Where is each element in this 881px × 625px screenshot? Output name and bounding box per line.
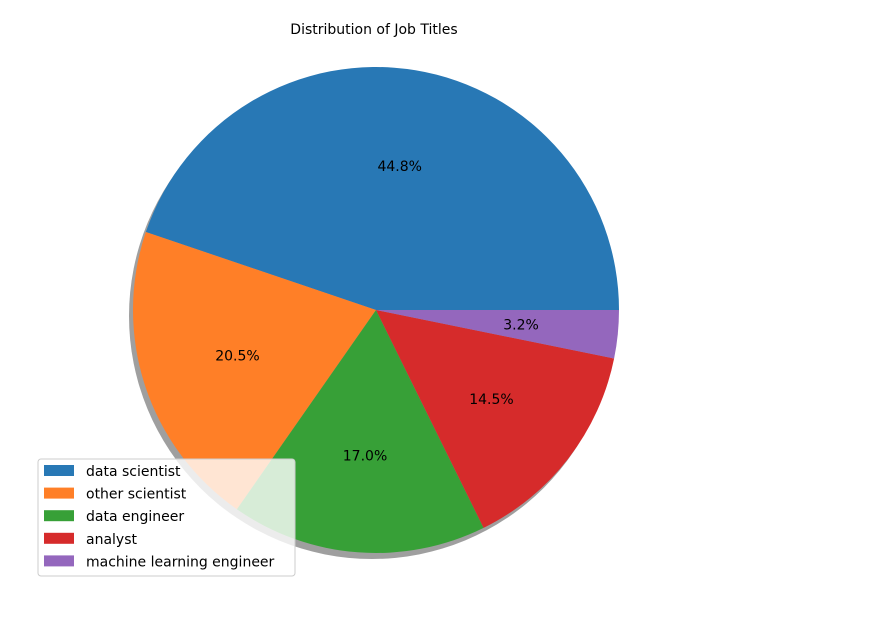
slice-label-analyst: 14.5% — [469, 392, 513, 408]
legend-items: data scientist other scientist data engine… — [44, 464, 275, 570]
slice-label-data-scientist: 44.8% — [377, 159, 421, 175]
slice-label-data-engineer: 17.0% — [343, 448, 387, 464]
legend-label-data-engineer: data engineer — [86, 509, 184, 525]
legend-label-analyst: analyst — [86, 532, 138, 548]
slice-label-other-scientist: 20.5% — [215, 348, 259, 364]
legend-label-machine-learning-engineer: machine learning engineer — [86, 554, 275, 570]
pie-slice-data-scientist — [145, 67, 620, 310]
slice-label-machine-learning-engineer: 3.2% — [503, 318, 539, 334]
legend-swatch-machine-learning-engineer — [44, 555, 74, 567]
pie-slices — [133, 67, 620, 553]
legend-label-other-scientist: other scientist — [86, 487, 187, 503]
legend-swatch-analyst — [44, 532, 74, 544]
legend: data scientist other scientist data engine… — [37, 458, 296, 577]
pie-slice-analyst — [376, 310, 615, 528]
legend-label-data-scientist: data scientist — [86, 464, 181, 480]
legend-box — [37, 458, 296, 577]
legend-swatch-other-scientist — [44, 487, 74, 499]
legend-swatch-data-scientist — [44, 465, 74, 476]
pie-slice-machine-learning-engineer — [376, 310, 619, 359]
pie-slice-other-scientist — [133, 232, 376, 510]
legend-swatch-data-engineer — [44, 510, 74, 522]
pie-labels: 44.8% 20.5% 17.0% 14.5% 3.2% — [215, 159, 539, 464]
pie-slice-data-engineer — [236, 310, 484, 553]
chart-title: Distribution of Job Titles — [290, 22, 457, 38]
